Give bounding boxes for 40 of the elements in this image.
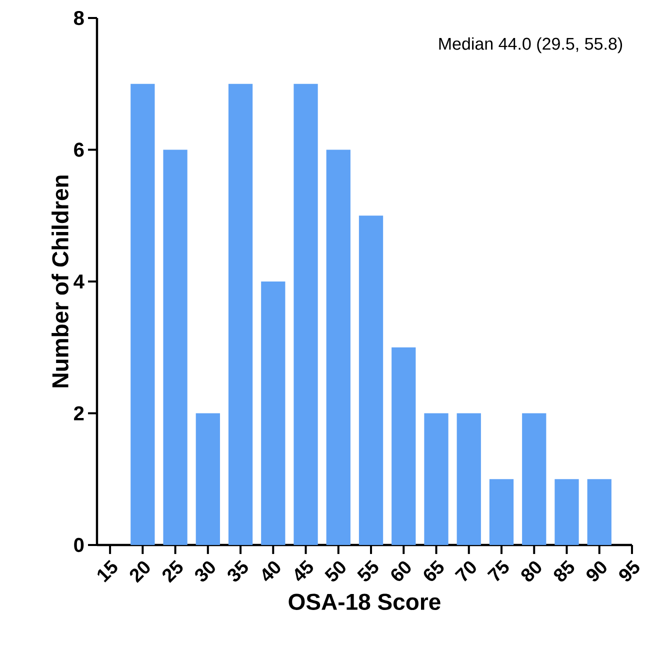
bar	[228, 84, 253, 545]
y-axis-title: Number of Children	[52, 176, 68, 388]
bar	[587, 479, 612, 545]
y-tick-label: 6	[74, 142, 84, 157]
x-tick-label: 25	[162, 560, 183, 583]
x-tick-label: 45	[294, 560, 313, 582]
x-tick-label: 50	[324, 561, 346, 582]
y-tick-label: 4	[74, 274, 84, 288]
x-axis-title: OSA-18 Score	[288, 594, 440, 610]
x-tick-label: 15	[98, 560, 118, 582]
x-tick-label: 65	[424, 560, 444, 581]
bar	[424, 413, 448, 545]
y-tick-label: 0	[74, 538, 84, 552]
bar	[554, 479, 579, 545]
y-tick-label: 2	[74, 406, 84, 420]
bar	[130, 84, 155, 545]
bar	[196, 413, 220, 545]
bar	[261, 282, 286, 545]
bar	[294, 84, 318, 545]
bar	[326, 150, 350, 545]
x-tick-label: 95	[619, 560, 640, 582]
bar	[163, 150, 188, 545]
x-tick-label: 90	[586, 561, 606, 582]
x-tick-label: 40	[262, 561, 280, 582]
x-tick-label: 60	[391, 561, 411, 581]
bar	[489, 479, 514, 545]
y-tick-label: 8	[74, 10, 84, 26]
bar	[522, 413, 546, 545]
bar	[358, 216, 384, 545]
x-tick-label: 30	[195, 561, 215, 582]
x-tick-label: 70	[454, 561, 476, 582]
x-tick-label: 80	[521, 561, 542, 582]
annotation: Median 44.0 (29.5, 55.8)	[439, 37, 622, 54]
x-tick-label: 20	[130, 561, 150, 583]
x-tick-label: 75	[487, 560, 509, 582]
x-tick-label: 35	[228, 560, 248, 582]
x-tick-label: 55	[357, 560, 378, 582]
x-tick-label: 85	[554, 560, 574, 582]
bar	[392, 347, 416, 545]
bar	[456, 413, 481, 545]
